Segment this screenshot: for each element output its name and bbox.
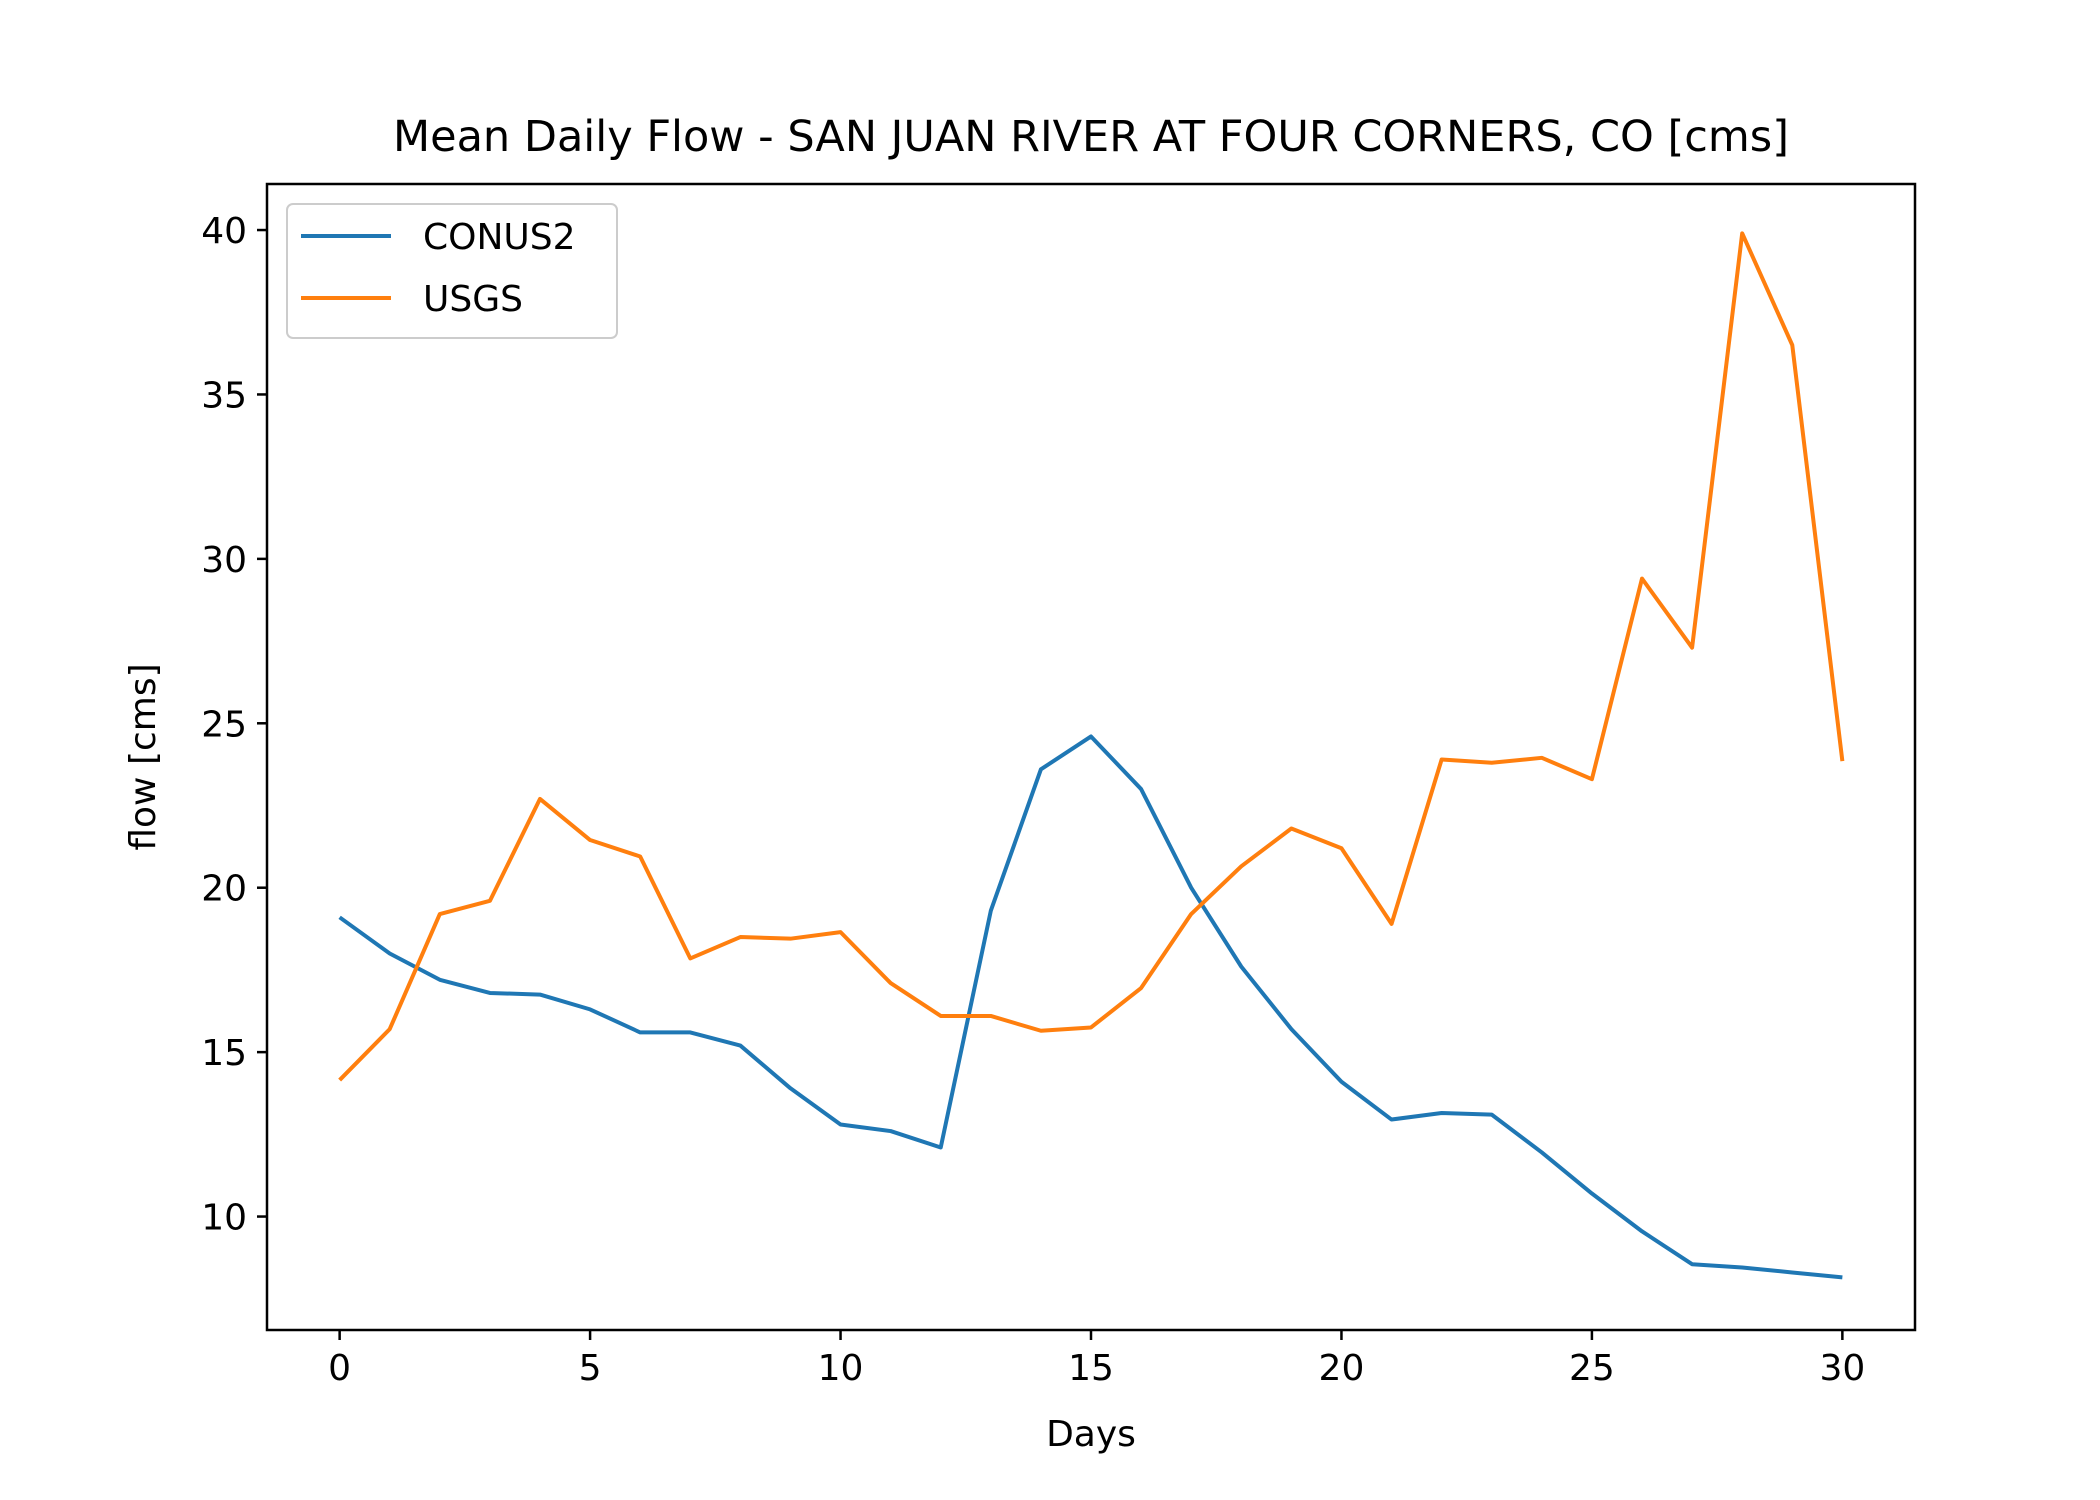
chart-title: Mean Daily Flow - SAN JUAN RIVER AT FOUR… xyxy=(393,112,1789,162)
x-tick-label: 0 xyxy=(328,1348,351,1389)
y-tick-label: 40 xyxy=(201,211,247,252)
x-axis-label: Days xyxy=(1046,1414,1136,1455)
y-tick-label: 25 xyxy=(201,704,247,745)
plot-area xyxy=(265,182,1917,1332)
legend-label-usgs: USGS xyxy=(423,279,523,320)
y-tick-label: 15 xyxy=(201,1033,247,1074)
y-tick-label: 35 xyxy=(201,375,247,416)
legend-label-conus2: CONUS2 xyxy=(423,217,576,258)
x-tick-label: 25 xyxy=(1569,1348,1615,1389)
plot-background xyxy=(267,184,1915,1330)
y-tick-label: 30 xyxy=(201,540,247,581)
series-layer xyxy=(338,231,1845,1280)
x-tick-label: 30 xyxy=(1819,1348,1865,1389)
x-tick-label: 15 xyxy=(1068,1348,1114,1389)
y-axis-label: flow [cms] xyxy=(123,663,164,850)
x-tick-label: 5 xyxy=(579,1348,602,1389)
x-tick-label: 20 xyxy=(1319,1348,1365,1389)
x-tick-label: 10 xyxy=(818,1348,864,1389)
x-axis: 0 5 10 15 20 25 30 xyxy=(328,1330,1865,1389)
series-line-usgs xyxy=(338,231,1845,1082)
y-tick-label: 20 xyxy=(201,869,247,910)
y-tick-label: 10 xyxy=(201,1198,247,1239)
legend: CONUS2 USGS xyxy=(286,203,618,339)
series-line-conus2 xyxy=(338,734,1843,1280)
y-axis: 10 15 20 25 30 35 40 xyxy=(201,211,267,1239)
